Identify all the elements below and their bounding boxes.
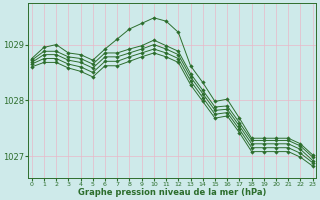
X-axis label: Graphe pression niveau de la mer (hPa): Graphe pression niveau de la mer (hPa) bbox=[78, 188, 267, 197]
